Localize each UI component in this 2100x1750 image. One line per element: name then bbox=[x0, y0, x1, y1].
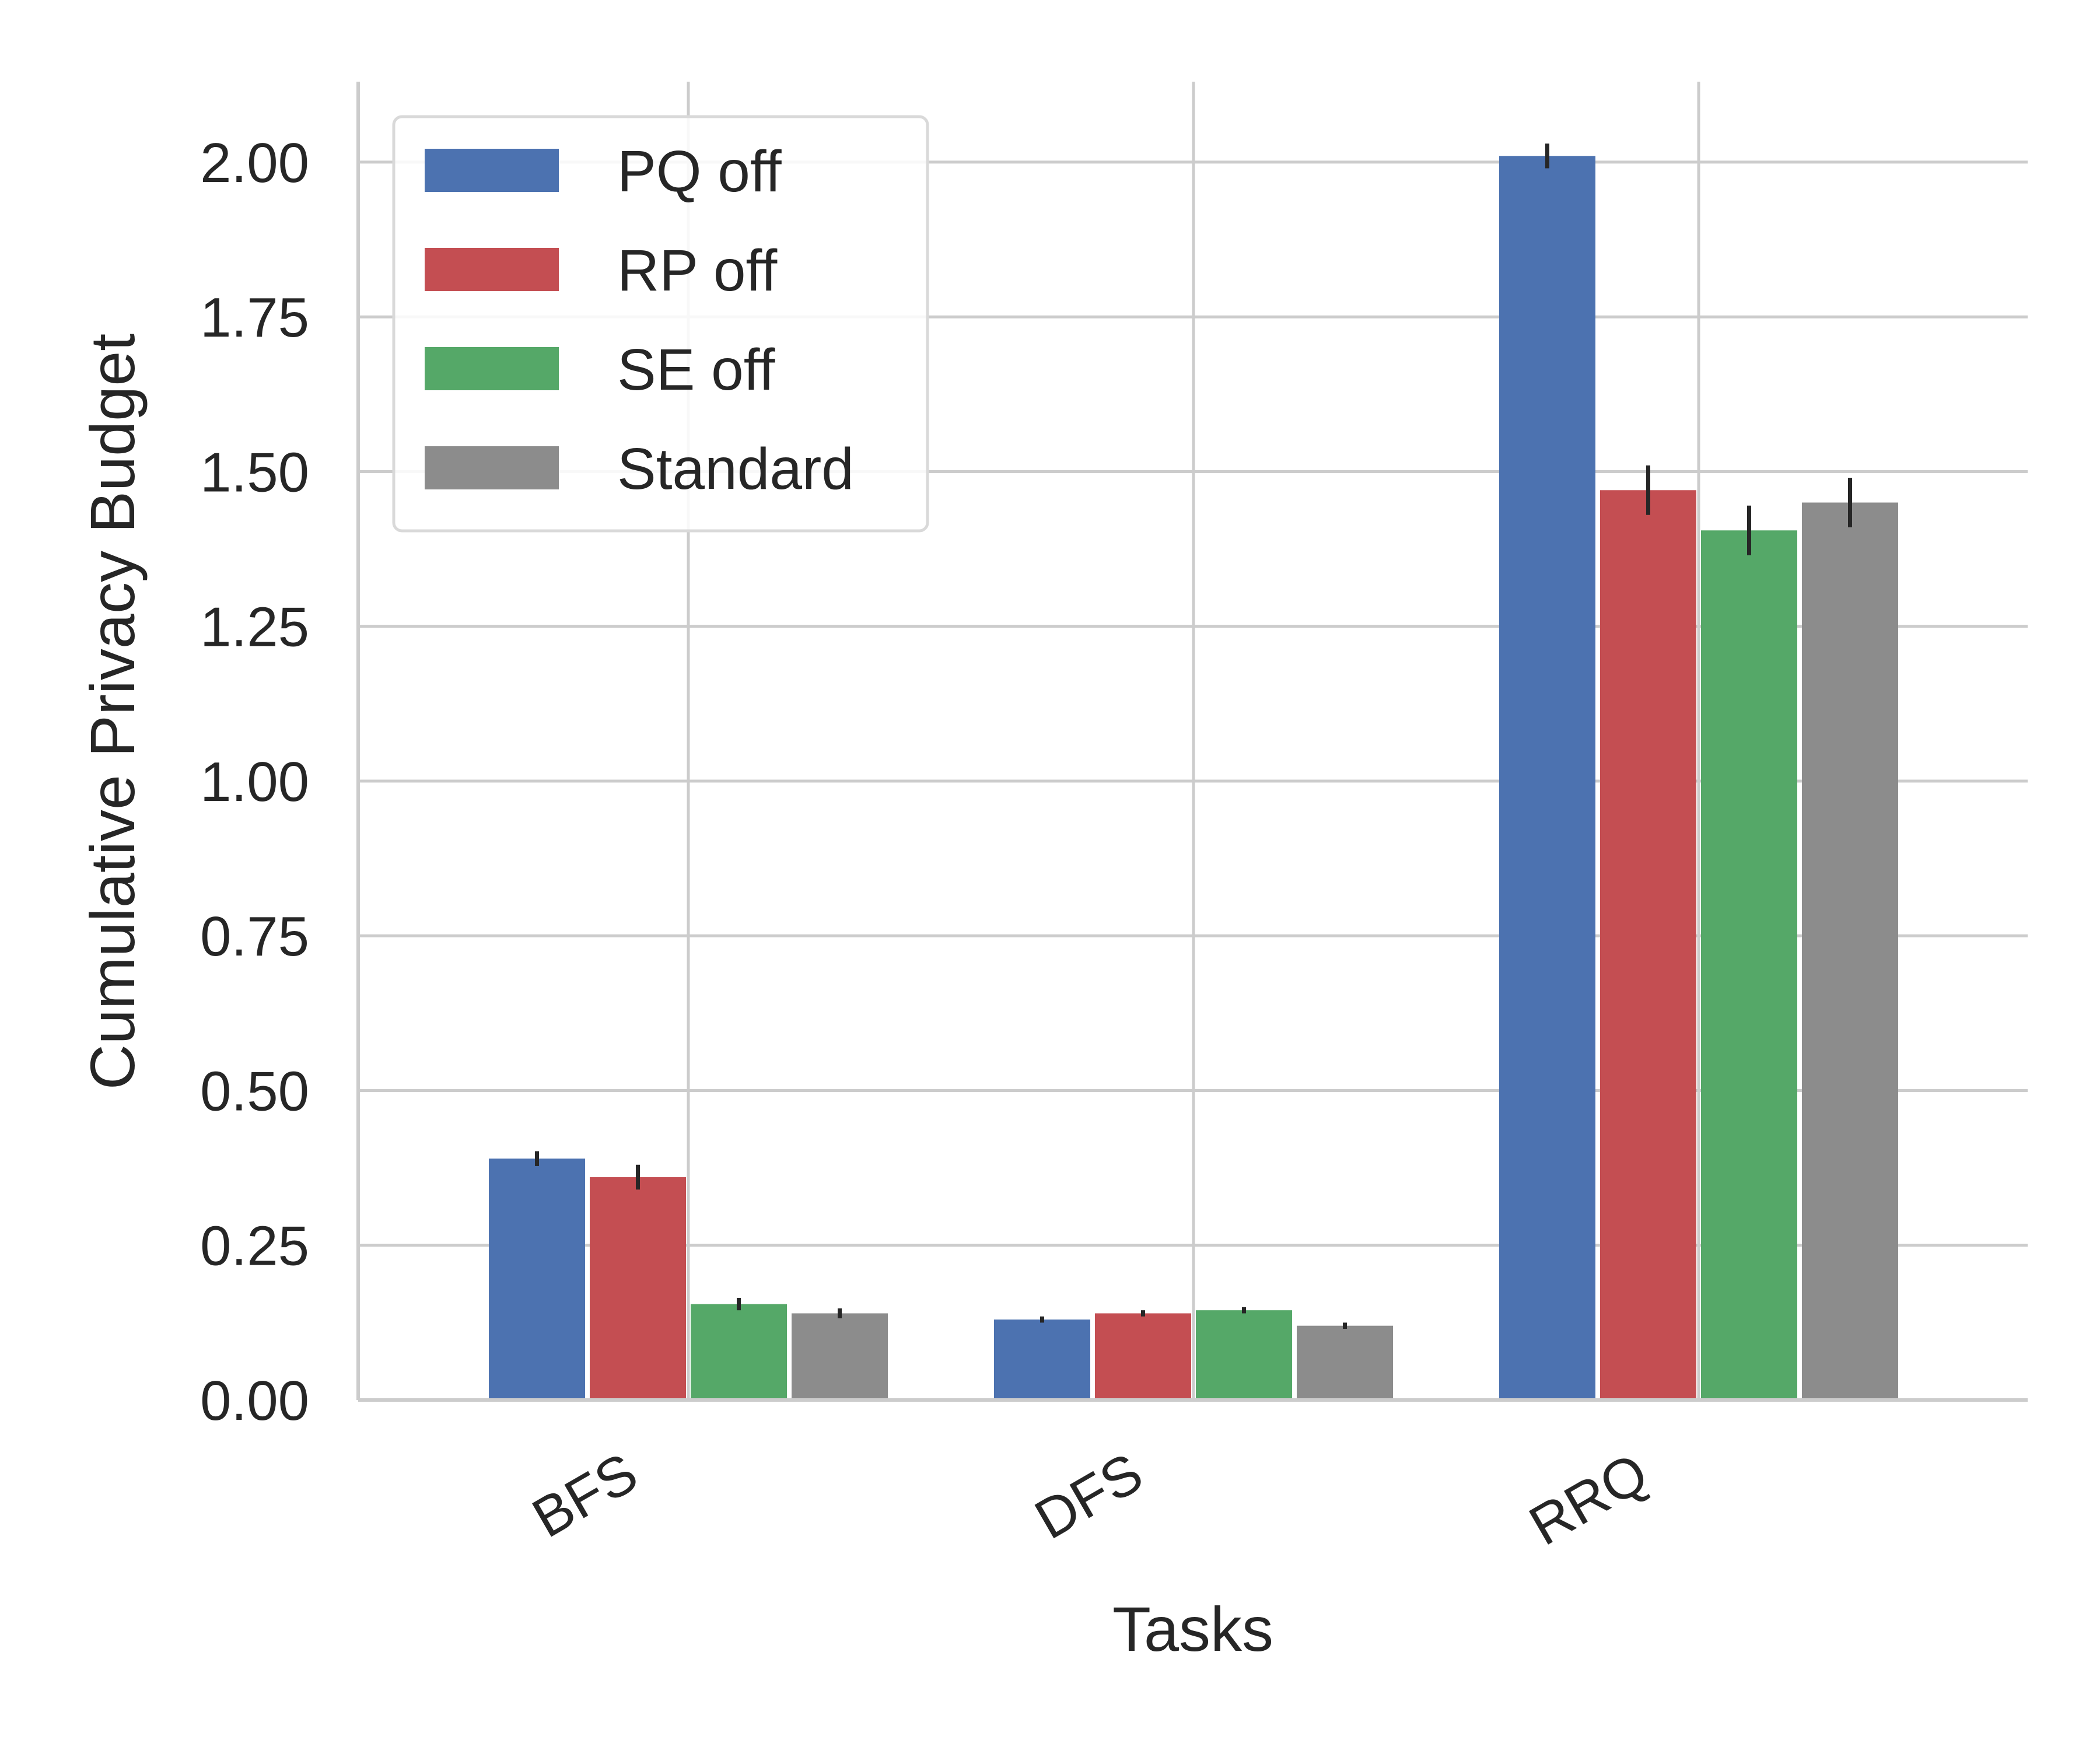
axes bbox=[356, 82, 2028, 1402]
x-tick-label: DFS bbox=[1025, 1441, 1153, 1552]
bar bbox=[489, 1158, 585, 1400]
legend-label: PQ off bbox=[617, 139, 782, 204]
bar bbox=[994, 1320, 1090, 1400]
bar bbox=[792, 1313, 888, 1400]
legend-swatch bbox=[425, 347, 559, 390]
y-tick-label: 1.00 bbox=[200, 751, 309, 813]
bar bbox=[590, 1177, 686, 1400]
x-axis-title: Tasks bbox=[1112, 1594, 1273, 1664]
x-tick-label: RRQ bbox=[1519, 1441, 1658, 1558]
bars bbox=[489, 144, 1898, 1401]
bar bbox=[1297, 1325, 1393, 1400]
y-tick-label: 0.25 bbox=[200, 1215, 309, 1278]
bar bbox=[1600, 490, 1696, 1400]
legend-label: Standard bbox=[617, 436, 854, 502]
legend: PQ off RP off SE off Standard bbox=[392, 115, 929, 533]
legend-swatch bbox=[425, 446, 559, 489]
y-tick-label: 1.50 bbox=[200, 441, 309, 503]
legend-label: SE off bbox=[617, 337, 775, 402]
y-tick-label: 0.75 bbox=[200, 905, 309, 968]
y-tick-label: 2.00 bbox=[200, 132, 309, 194]
y-tick-label: 1.25 bbox=[200, 596, 309, 659]
bar bbox=[1499, 156, 1595, 1400]
tick-labels: 0.00 0.25 0.50 0.75 1.00 1.25 1.50 1.75 2.00 BFS D… bbox=[200, 132, 1658, 1558]
y-tick-label: 1.75 bbox=[200, 286, 309, 349]
bar bbox=[691, 1304, 787, 1400]
y-tick-label: 0.00 bbox=[200, 1370, 309, 1432]
bar bbox=[1196, 1310, 1292, 1400]
legend-label: RP off bbox=[617, 238, 777, 303]
x-tick-label: BFS bbox=[522, 1441, 648, 1550]
bar bbox=[1095, 1313, 1191, 1400]
legend-frame bbox=[392, 115, 929, 533]
legend-swatch bbox=[425, 248, 559, 291]
y-tick-label: 0.50 bbox=[200, 1060, 309, 1122]
bar bbox=[1701, 530, 1797, 1401]
legend-swatch bbox=[425, 149, 559, 192]
y-axis-title: Cumulative Privacy Budget bbox=[77, 334, 148, 1090]
bar bbox=[1802, 502, 1898, 1400]
